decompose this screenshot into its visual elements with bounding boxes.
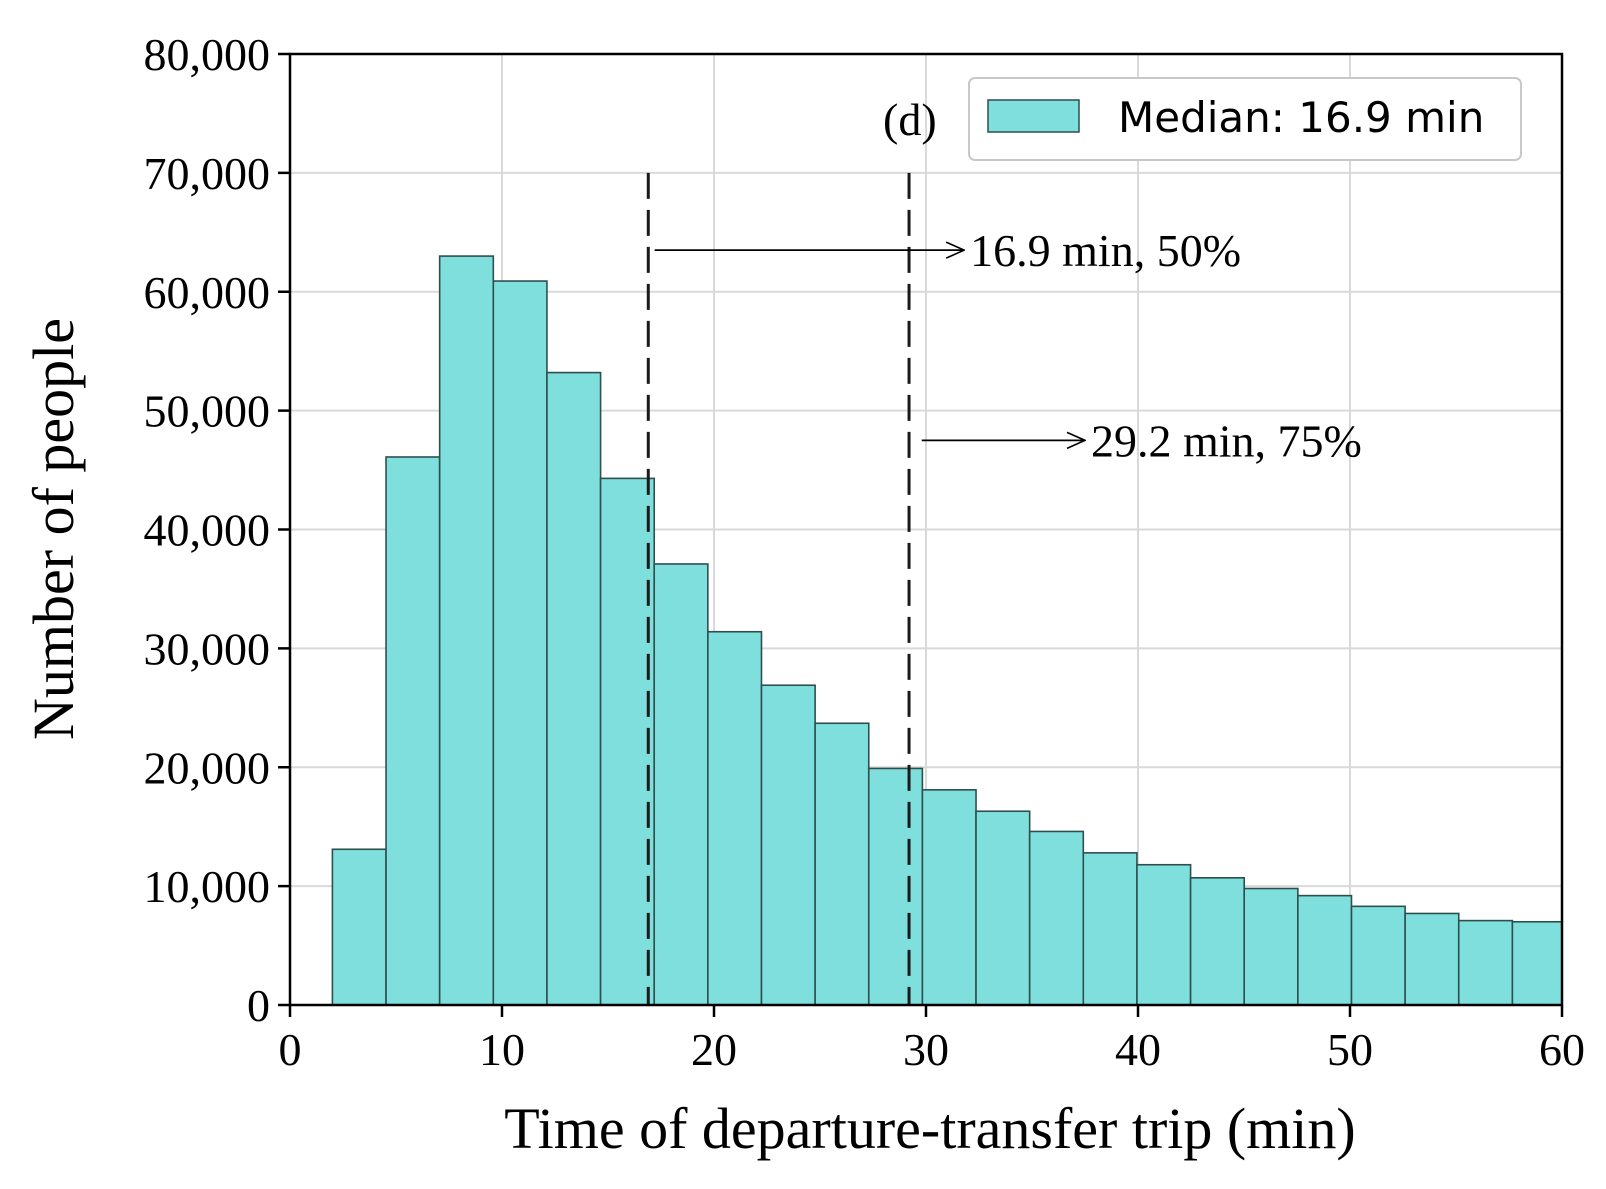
- y-axis-title: Number of people: [21, 318, 86, 740]
- histogram-bar: [492, 280, 548, 1006]
- histogram-bar: [653, 563, 709, 1006]
- histogram-bar: [707, 630, 763, 1006]
- histogram-bar: [331, 848, 387, 1006]
- annotations: 16.9 min, 50% 29.2 min, 75%: [654, 225, 1362, 466]
- legend-swatch: [987, 99, 1080, 133]
- annotation-label: 16.9 min, 50%: [970, 225, 1241, 276]
- x-tick-label: 30: [903, 1024, 949, 1075]
- legend: Median: 16.9 min: [968, 77, 1522, 161]
- histogram-bar: [1297, 894, 1353, 1006]
- histogram-bar: [1136, 863, 1192, 1006]
- legend-label: Median: 16.9 min: [1118, 93, 1484, 142]
- axis-ticks: 0 10 20 30 40 50 60 0 10,000 20,000 30,000 40,000 50…: [144, 29, 1586, 1075]
- y-tick-label: 20,000: [144, 742, 271, 793]
- annotation-label: 29.2 min, 75%: [1091, 415, 1362, 466]
- x-tick-label: 10: [479, 1024, 525, 1075]
- histogram-bar: [975, 810, 1031, 1006]
- y-tick-label: 60,000: [144, 267, 271, 318]
- y-tick-label: 70,000: [144, 148, 271, 199]
- x-axis-title: Time of departure-transfer trip (min): [504, 1096, 1355, 1161]
- legend-box: [968, 77, 1522, 161]
- histogram-bar: [599, 477, 656, 1006]
- x-tick-label: 50: [1327, 1024, 1373, 1075]
- histogram-bar: [1457, 919, 1514, 1006]
- histogram-bar: [1404, 912, 1460, 1006]
- histogram-bar: [1511, 920, 1563, 1006]
- y-tick-label: 80,000: [144, 29, 271, 80]
- histogram-bar: [385, 456, 441, 1006]
- histogram-bar: [760, 684, 816, 1006]
- histogram-bar: [921, 789, 977, 1006]
- x-tick-label: 40: [1115, 1024, 1161, 1075]
- y-tick-label: 0: [247, 980, 270, 1031]
- histogram-bar: [1028, 830, 1085, 1006]
- bars: [331, 255, 1563, 1006]
- x-tick-label: 20: [691, 1024, 737, 1075]
- y-tick-label: 50,000: [144, 386, 271, 437]
- reference-lines: [646, 172, 911, 1005]
- x-tick-label: 0: [279, 1024, 302, 1075]
- histogram-bar: [1243, 887, 1299, 1006]
- histogram-bar: [814, 722, 870, 1006]
- histogram-bar: [867, 767, 924, 1006]
- histogram-bar: [1350, 905, 1406, 1006]
- histogram-bar: [438, 255, 495, 1006]
- histogram-bar: [546, 371, 602, 1006]
- histogram-bar: [1189, 877, 1246, 1006]
- histogram-bar: [1082, 852, 1138, 1006]
- y-tick-label: 40,000: [144, 505, 271, 556]
- y-tick-label: 30,000: [144, 623, 271, 674]
- y-tick-label: 10,000: [144, 861, 271, 912]
- x-tick-label: 60: [1539, 1024, 1585, 1075]
- panel-label: (d): [883, 94, 937, 145]
